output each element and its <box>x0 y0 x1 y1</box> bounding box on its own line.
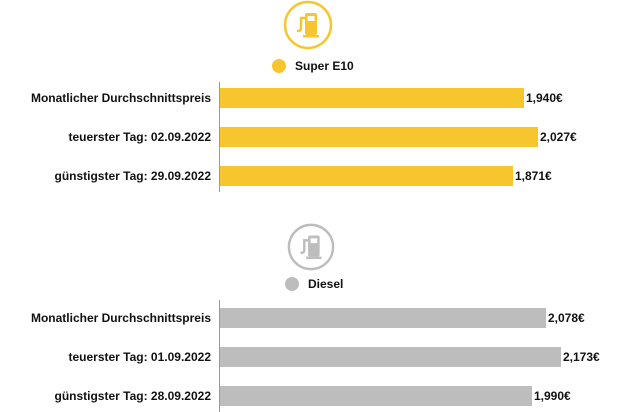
category-label: günstigster Tag: 28.09.2022 <box>54 389 211 403</box>
bar <box>220 386 532 406</box>
bar-row: teuerster Tag: 02.09.2022 2,027€ <box>0 127 630 147</box>
legend-diesel: Diesel <box>285 277 343 291</box>
bar-row: günstigster Tag: 29.09.2022 1,871€ <box>0 166 630 186</box>
bar-row: Monatlicher Durchschnittspreis 2,078€ <box>0 308 630 328</box>
value-label: 1,990€ <box>534 389 571 403</box>
fuel-pump-icon <box>287 223 335 271</box>
axis-line <box>219 300 220 412</box>
bar-row: günstigster Tag: 28.09.2022 1,990€ <box>0 386 630 406</box>
legend-swatch <box>285 277 299 291</box>
value-label: 2,173€ <box>563 350 600 364</box>
bar-row: teuerster Tag: 01.09.2022 2,173€ <box>0 347 630 367</box>
bar <box>220 127 538 147</box>
bar <box>220 308 546 328</box>
category-label: teuerster Tag: 02.09.2022 <box>68 130 211 144</box>
value-label: 1,940€ <box>526 91 563 105</box>
legend-swatch <box>272 59 286 73</box>
category-label: Monatlicher Durchschnittspreis <box>30 311 211 325</box>
category-label: Monatlicher Durchschnittspreis <box>30 91 211 105</box>
category-label: günstigster Tag: 29.09.2022 <box>54 169 211 183</box>
axis-line <box>219 82 220 192</box>
bar <box>220 347 561 367</box>
legend-super-e10: Super E10 <box>272 59 354 73</box>
legend-label: Super E10 <box>295 59 354 73</box>
bar <box>220 166 513 186</box>
bar-row: Monatlicher Durchschnittspreis 1,940€ <box>0 88 630 108</box>
fuel-pump-icon <box>283 0 333 50</box>
value-label: 2,027€ <box>540 130 577 144</box>
value-label: 1,871€ <box>515 169 552 183</box>
value-label: 2,078€ <box>548 311 585 325</box>
category-label: teuerster Tag: 01.09.2022 <box>68 350 211 364</box>
bar <box>220 88 524 108</box>
legend-label: Diesel <box>308 277 344 291</box>
